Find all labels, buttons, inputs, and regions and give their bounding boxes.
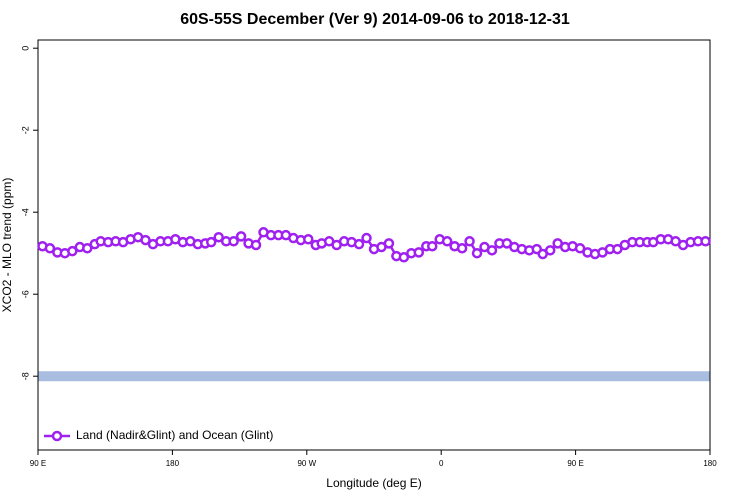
data-point (464, 236, 475, 247)
data-point (250, 239, 262, 251)
data-point (361, 232, 372, 244)
data-point (303, 234, 314, 245)
data-point (383, 238, 395, 249)
data-point (700, 236, 711, 247)
data-point (353, 238, 365, 250)
data-point (213, 231, 224, 243)
y-tick-label: -8 (20, 372, 30, 380)
data-point (544, 245, 556, 256)
data-point (67, 245, 78, 257)
data-point (426, 240, 438, 252)
data-point (82, 243, 93, 254)
data-point (456, 243, 468, 254)
data-point (471, 247, 483, 259)
y-tick-label: -6 (20, 290, 30, 298)
data-point (228, 236, 239, 247)
y-axis-label: XCO2 - MLO trend (ppm) (0, 178, 14, 313)
data-point (44, 243, 56, 254)
x-tick-label: 180 (703, 459, 717, 468)
legend-marker (51, 430, 63, 442)
y-tick-label: -4 (20, 208, 30, 216)
data-point (574, 243, 586, 254)
x-tick-label: 90 E (30, 459, 46, 468)
y-tick-label: -2 (20, 126, 30, 134)
x-tick-label: 180 (166, 459, 180, 468)
data-point (612, 243, 623, 255)
x-tick-label: 0 (439, 459, 444, 468)
legend-label: Land (Nadir&Glint) and Ocean (Glint) (76, 428, 273, 442)
x-axis-label: Longitude (deg E) (326, 476, 421, 490)
data-point (413, 247, 425, 258)
y-tick-label: 0 (20, 46, 30, 51)
x-tick-label: 90 W (297, 459, 316, 468)
chart-title: 60S-55S December (Ver 9) 2014-09-06 to 2… (180, 11, 570, 28)
data-point (441, 236, 453, 247)
data-point (398, 252, 410, 263)
data-point (486, 245, 498, 256)
x-tick-label: 90 E (567, 459, 583, 468)
data-point (140, 234, 151, 246)
data-point (205, 236, 217, 248)
data-point (235, 231, 247, 242)
